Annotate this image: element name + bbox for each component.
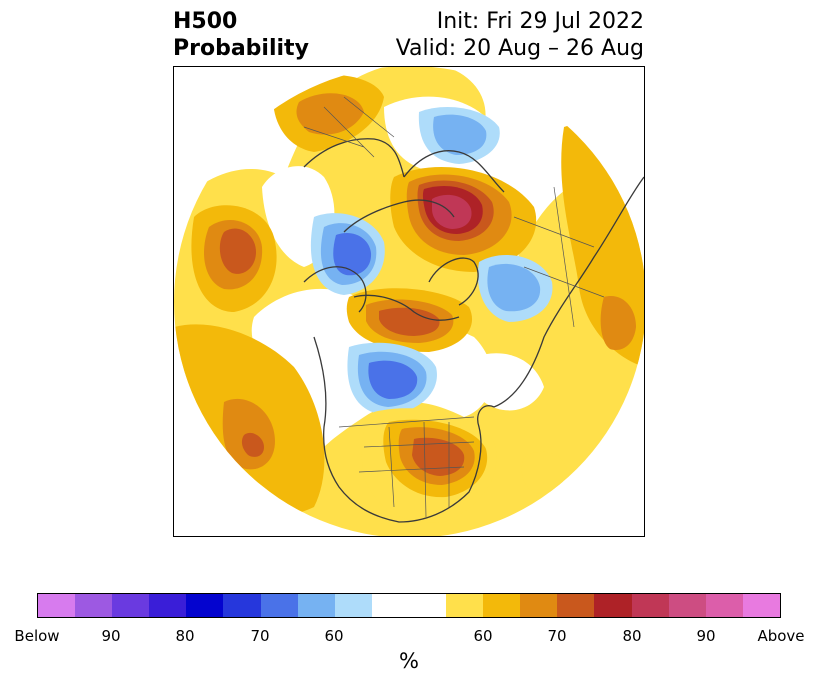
coastline-canadian-archipelago [353, 294, 460, 321]
coastline-greenland [428, 257, 479, 306]
colorbar-swatch [631, 594, 669, 617]
colorbar-tick-label: 60 [473, 627, 493, 645]
above-70-east-asia [600, 296, 636, 351]
colorbar-swatch [223, 594, 261, 617]
coastlines [303, 138, 644, 523]
above-85-siberia [432, 194, 472, 229]
coastline-eurasia [493, 176, 644, 408]
colorbar-swatch [334, 594, 372, 617]
below-65-greenland-sea [433, 114, 487, 155]
below-65-central-asia [487, 263, 541, 312]
coastline-siberia [343, 199, 455, 233]
coastline-europe-north [303, 138, 405, 178]
anomaly-fill-layer [174, 67, 644, 536]
border-eurasia [513, 186, 605, 328]
colorbar-swatch [149, 594, 187, 617]
coastline-north-america [313, 336, 495, 523]
above-75-canadian-arctic [379, 307, 440, 336]
colorbar-tick-label: 80 [175, 627, 195, 645]
date-info: Init: Fri 29 Jul 2022 Valid: 20 Aug – 26… [396, 8, 644, 62]
colorbar-tick-label: Below [14, 627, 60, 645]
colorbar-tick-label: Above [757, 627, 805, 645]
map-canvas [174, 67, 644, 536]
colorbar-swatch [371, 594, 409, 617]
colorbar-swatch [520, 594, 558, 617]
init-date: Init: Fri 29 Jul 2022 [436, 9, 644, 34]
probability-map [173, 66, 645, 537]
colorbar-swatch [112, 594, 150, 617]
above-70-scandinavia [296, 93, 364, 135]
colorbar-unit-label: % [399, 649, 419, 673]
colorbar-tick-label: 70 [250, 627, 270, 645]
colorbar-swatch [483, 594, 521, 617]
valid-date: Valid: 20 Aug – 26 Aug [395, 36, 644, 61]
neutral-gap-atlantic [472, 353, 544, 411]
colorbar-tick-label: 80 [622, 627, 642, 645]
colorbar-swatch [446, 594, 484, 617]
colorbar [37, 593, 781, 618]
above-75-pacific [219, 228, 256, 274]
colorbar-swatch [705, 594, 743, 617]
above-75-subtropical [241, 432, 264, 457]
below-70-east-siberia [333, 233, 372, 276]
political-borders [303, 96, 605, 518]
below-70-central-canada [368, 360, 418, 399]
above-60-atlantic-patch [521, 451, 567, 494]
colorbar-swatch [594, 594, 632, 617]
border-us-canada [338, 416, 475, 428]
colorbar-swatch [75, 594, 113, 617]
colorbar-swatch [742, 594, 780, 617]
title-product: Probability [173, 36, 309, 61]
chart-title: H500 Probability [173, 8, 309, 62]
colorbar-tick-label: 90 [696, 627, 716, 645]
colorbar-swatch [38, 594, 76, 617]
colorbar-swatch [408, 594, 447, 617]
coastline-alaska [303, 266, 367, 313]
border-us-states [358, 421, 475, 518]
border-europe [303, 96, 395, 158]
colorbar-swatch [668, 594, 706, 617]
title-variable: H500 [173, 9, 238, 34]
coastline-scandinavia [403, 150, 505, 193]
colorbar-tick-label: 60 [324, 627, 344, 645]
colorbar-swatch [297, 594, 335, 617]
colorbar-swatch [186, 594, 224, 617]
colorbar-swatch [260, 594, 298, 617]
colorbar-tick-label: 90 [101, 627, 121, 645]
colorbar-swatch [557, 594, 595, 617]
colorbar-tick-label: 70 [547, 627, 567, 645]
